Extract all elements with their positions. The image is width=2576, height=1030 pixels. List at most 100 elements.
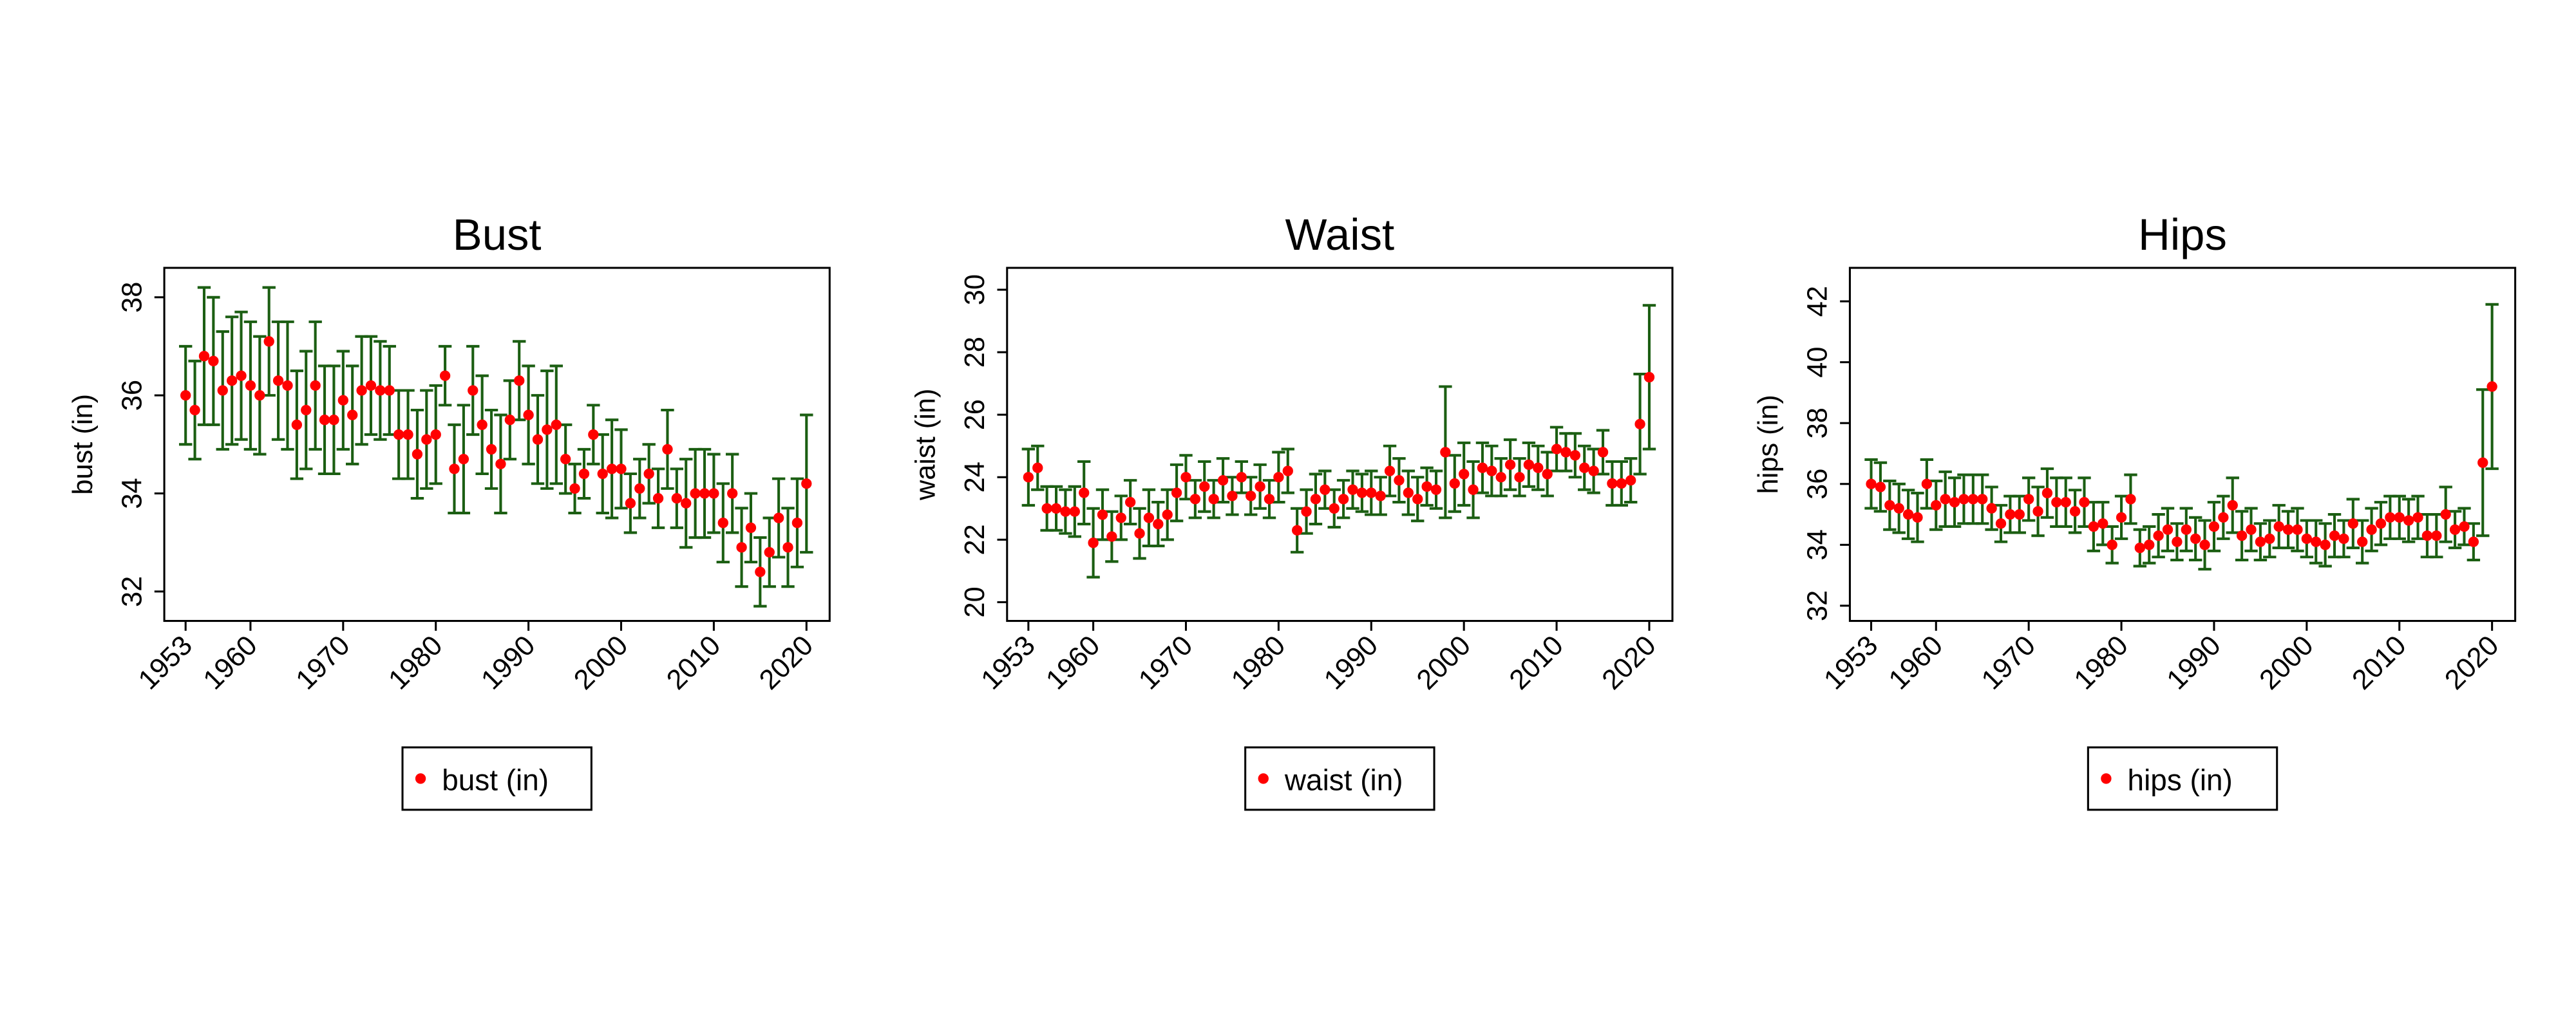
chart-title: Waist — [1285, 210, 1395, 259]
data-point — [532, 434, 544, 445]
data-point — [449, 464, 460, 474]
data-point — [1143, 512, 1155, 523]
y-axis-label: hips (in) — [1753, 395, 1784, 494]
data-point — [1569, 450, 1581, 461]
data-point — [2208, 521, 2220, 532]
data-point — [2005, 509, 2016, 520]
legend: hips (in) — [2087, 746, 2278, 811]
y-tick-label: 42 — [1803, 286, 1833, 317]
data-point — [1486, 465, 1497, 476]
data-point — [699, 488, 710, 499]
x-tick-label: 1970 — [1133, 630, 1198, 695]
data-point — [2172, 536, 2183, 547]
data-point — [1949, 496, 1960, 508]
x-tick-label: 1960 — [1040, 630, 1106, 695]
legend-marker — [1258, 773, 1269, 784]
data-point — [2459, 521, 2470, 532]
data-point — [1421, 481, 1432, 492]
legend-marker — [2101, 773, 2112, 784]
plot-frame — [1006, 267, 1674, 623]
data-point — [1153, 518, 1164, 530]
x-tick-label: 1980 — [1226, 630, 1291, 695]
chart-title: Hips — [2138, 210, 2227, 259]
data-point — [1079, 487, 1090, 498]
data-point — [2218, 512, 2229, 523]
y-tick-label: 40 — [1803, 347, 1833, 378]
data-point — [1088, 538, 1099, 548]
x-tick-label: 2010 — [2346, 630, 2412, 695]
data-point — [2116, 512, 2127, 523]
data-point — [2338, 533, 2349, 545]
y-tick-label: 24 — [960, 462, 990, 492]
data-point — [1912, 512, 1923, 523]
data-point — [2079, 496, 2090, 508]
legend-label: bust (in) — [442, 763, 549, 796]
data-point — [542, 424, 553, 435]
data-point — [755, 566, 766, 577]
data-point — [2421, 530, 2433, 541]
y-tick-label: 26 — [960, 399, 990, 430]
x-tick-label: 1953 — [1818, 630, 1884, 695]
y-tick-label: 32 — [1803, 590, 1833, 621]
data-point — [208, 355, 219, 366]
data-point — [681, 498, 692, 509]
data-point — [1245, 491, 1256, 501]
data-point — [1282, 465, 1293, 476]
data-point — [2403, 515, 2414, 526]
data-point — [301, 404, 312, 416]
data-point — [1931, 500, 1942, 511]
x-tick-label: 1970 — [290, 630, 355, 695]
x-tick-label: 1953 — [133, 630, 198, 695]
data-point — [439, 370, 451, 381]
x-tick-label: 1960 — [1883, 630, 1949, 695]
data-point — [1884, 500, 1895, 511]
data-point — [1625, 474, 1636, 486]
data-point — [560, 453, 571, 465]
data-point — [1514, 472, 1525, 483]
data-point — [2032, 506, 2043, 517]
y-tick-label: 30 — [960, 274, 990, 305]
data-point — [782, 542, 793, 553]
data-point — [1032, 462, 1043, 473]
data-point — [1329, 503, 1340, 514]
data-point — [1551, 444, 1562, 454]
data-point — [1986, 503, 1997, 514]
data-point — [2282, 524, 2294, 535]
data-point — [375, 385, 386, 396]
data-point — [2468, 536, 2479, 547]
data-point — [690, 488, 701, 499]
data-point — [717, 518, 728, 529]
data-point — [1430, 484, 1442, 495]
x-tick-label: 1990 — [475, 630, 541, 695]
y-tick-label: 20 — [960, 586, 990, 617]
y-tick-label: 38 — [117, 282, 147, 313]
data-point — [1902, 509, 1914, 520]
data-point — [1292, 525, 1303, 536]
data-point — [2440, 509, 2451, 520]
data-point — [578, 468, 590, 480]
x-tick-label: 2020 — [1596, 630, 1662, 695]
data-point — [393, 429, 404, 440]
data-point — [2311, 536, 2322, 547]
data-point — [337, 395, 348, 406]
data-point — [801, 478, 812, 489]
y-tick-label: 28 — [960, 337, 990, 368]
data-point — [263, 336, 274, 347]
data-point — [1356, 487, 1368, 498]
data-point — [1227, 491, 1238, 501]
data-point — [2292, 524, 2303, 535]
data-point — [2181, 524, 2192, 535]
data-point — [551, 419, 562, 430]
data-point — [477, 419, 488, 430]
data-point — [1255, 481, 1265, 492]
y-tick-label: 34 — [1803, 529, 1833, 560]
x-tick-label: 2000 — [2254, 630, 2320, 695]
data-point — [2041, 487, 2053, 499]
data-point — [1634, 418, 1645, 429]
data-point — [365, 380, 377, 391]
data-point — [282, 380, 293, 391]
data-point — [1171, 487, 1182, 498]
data-point — [1403, 487, 1414, 498]
x-tick-label: 1990 — [1318, 630, 1384, 695]
